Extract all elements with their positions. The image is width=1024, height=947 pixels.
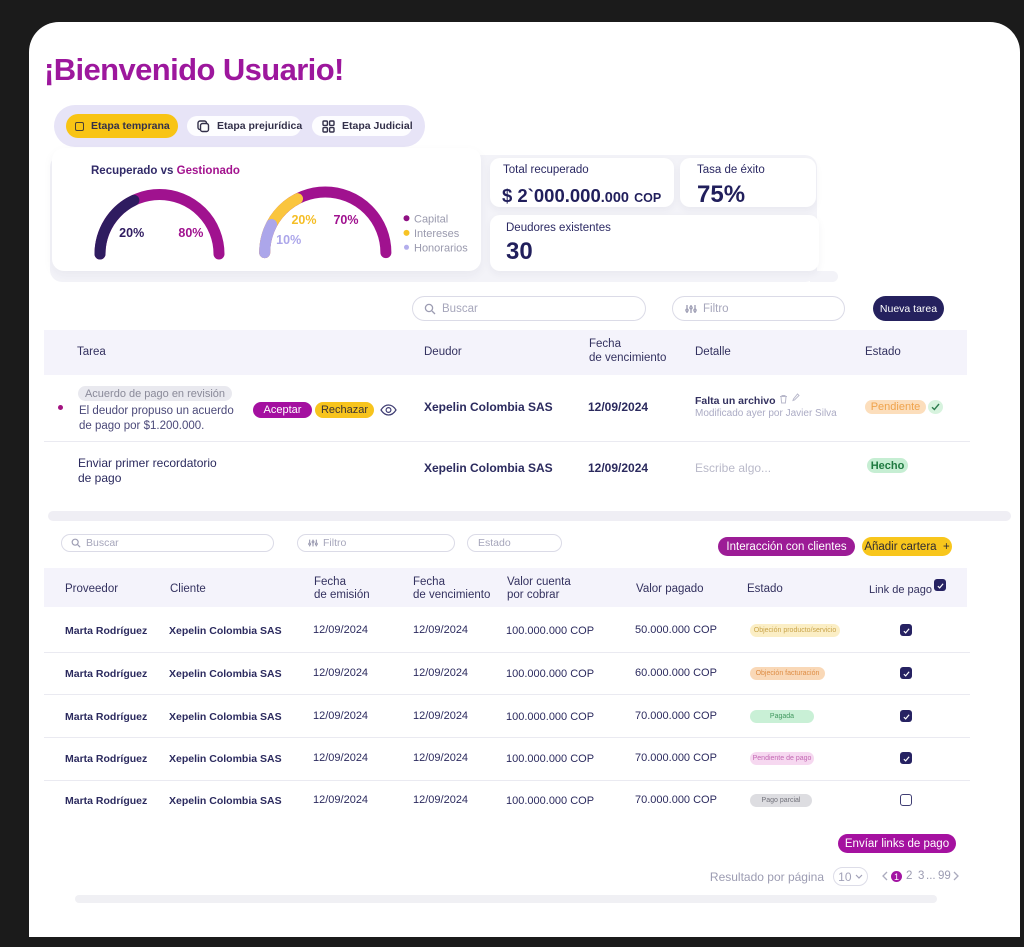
svg-text:Capital: Capital — [414, 214, 448, 226]
svg-text:20%: 20% — [119, 226, 144, 240]
svg-text:80%: 80% — [178, 226, 203, 240]
svg-text:70%: 70% — [333, 213, 358, 227]
svg-text:Honorarios: Honorarios — [414, 243, 468, 255]
svg-text:10%: 10% — [276, 233, 301, 247]
svg-text:Intereses: Intereses — [414, 228, 460, 240]
svg-text:20%: 20% — [291, 213, 316, 227]
